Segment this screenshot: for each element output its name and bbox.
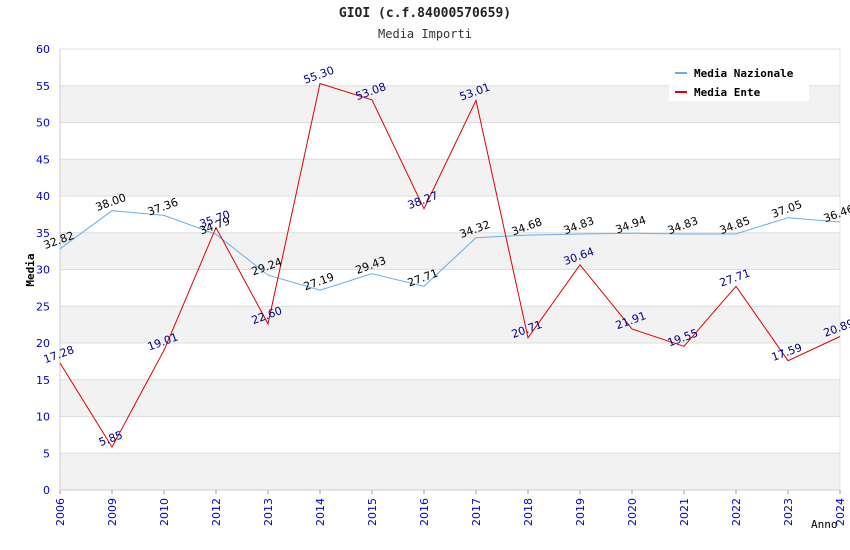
y-tick-label: 60: [36, 43, 50, 56]
y-tick-label: 45: [36, 153, 50, 166]
data-label: 55.30: [302, 64, 336, 87]
y-tick-label: 15: [36, 374, 50, 387]
legend-label: Media Ente: [694, 86, 761, 99]
data-label: 17.59: [770, 341, 804, 364]
y-tick-label: 20: [36, 337, 50, 350]
x-tick-label: 2022: [730, 498, 743, 526]
grid-band: [60, 453, 840, 490]
x-tick-label: 2024: [834, 498, 847, 526]
legend-label: Media Nazionale: [694, 67, 794, 80]
axes: [59, 49, 841, 494]
x-tick-label: 2010: [158, 498, 171, 526]
y-tick-label: 30: [36, 264, 50, 277]
y-tick-label: 50: [36, 117, 50, 130]
grid-band: [60, 232, 840, 270]
grid-band: [60, 379, 840, 417]
x-axis-label: Anno: [811, 518, 838, 531]
y-tick-label: 0: [43, 484, 50, 497]
y-tick-label: 25: [36, 300, 50, 313]
x-tick-label: 2014: [314, 498, 327, 526]
chart-subtitle: Media Importi: [378, 27, 472, 41]
x-tick-label: 2023: [782, 498, 795, 526]
legend: Media Nazionale Media Ente: [669, 59, 809, 101]
x-tick-label: 2013: [262, 498, 275, 526]
x-tick-labels: 2006 2009 2010 2012 2013 2014 2015 2016 2017 2018…: [54, 498, 847, 526]
y-axis-label: Media: [24, 253, 37, 286]
x-tick-label: 2017: [470, 498, 483, 526]
y-tick-label: 55: [36, 80, 50, 93]
chart-title: GIOI (c.f.84000570659): [338, 6, 512, 21]
x-tick-label: 2020: [626, 498, 639, 526]
y-tick-label: 40: [36, 190, 50, 203]
y-tick-label: 5: [43, 447, 50, 460]
series-line-media-ente: [59, 82, 841, 448]
grid-band: [60, 306, 840, 343]
grid-band: [60, 159, 840, 196]
legend-box: [669, 59, 809, 101]
series-line-media-nazionale: [59, 210, 841, 291]
x-tick-label: 2009: [106, 498, 119, 526]
data-label: 37.05: [770, 198, 804, 221]
x-tick-label: 2012: [210, 498, 223, 526]
series-lines: [59, 82, 841, 448]
grid-bands: [60, 85, 840, 490]
x-tick-label: 2018: [522, 498, 535, 526]
x-tick-label: 2006: [54, 498, 67, 526]
x-tick-label: 2016: [418, 498, 431, 526]
y-tick-label: 10: [36, 411, 50, 424]
x-tick-label: 2015: [366, 498, 379, 526]
y-tick-label: 35: [36, 227, 50, 240]
x-tick-label: 2021: [678, 498, 691, 526]
x-tick-label: 2019: [574, 498, 587, 526]
y-tick-labels: 0 5 10 15 20 25 30 35 40 45 50 55 60: [36, 43, 50, 497]
